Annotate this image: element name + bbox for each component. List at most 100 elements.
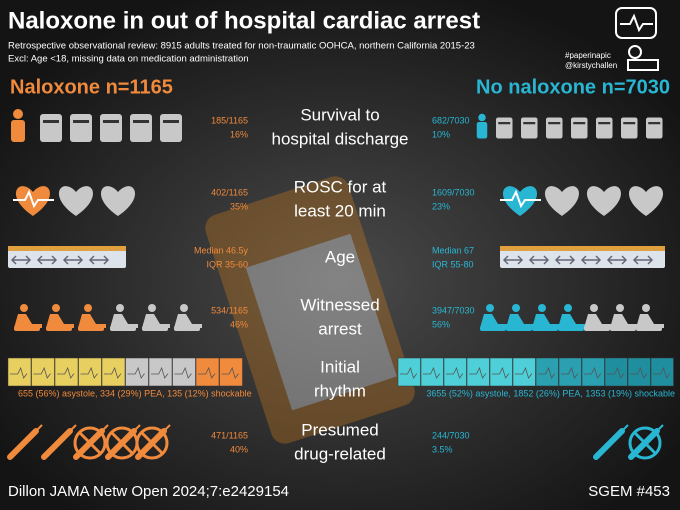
no-naloxone-stat: Median 67 [432, 245, 474, 255]
heart-icon [628, 186, 664, 216]
cpr-icon [506, 314, 534, 328]
naloxone-stat: 534/1165 [211, 305, 248, 315]
bed-icon [546, 117, 563, 139]
arrow-icon [10, 255, 32, 265]
bed-icon [70, 114, 92, 142]
ecg-strip [400, 366, 418, 379]
ecg-icon [13, 189, 54, 209]
bed-icon [621, 117, 638, 139]
syringe-icon [41, 428, 73, 460]
cpr-icon [532, 326, 558, 331]
naloxone-stat: 35% [230, 201, 248, 211]
heart-icon [100, 186, 136, 216]
row-label: drug-related [294, 444, 386, 463]
heart-icon [544, 186, 580, 216]
ecg-strip [630, 366, 648, 379]
cpr-icon [636, 326, 662, 331]
ecg-strip [604, 357, 628, 387]
person-icon [13, 109, 23, 119]
cpr-icon [610, 326, 636, 331]
cpr-icon [116, 304, 124, 312]
exclusions: Excl: Age <18, missing data on medicatio… [8, 54, 249, 65]
cpr-icon [110, 326, 136, 331]
bed-icon [521, 117, 538, 139]
ecg-strip [446, 366, 464, 379]
cpr-icon [558, 314, 586, 328]
bed-icon [573, 122, 586, 125]
ecg-strip [538, 366, 556, 379]
ecg-strip [397, 357, 421, 387]
no-icon [632, 430, 658, 456]
no-naloxone-stat: 3.5% [432, 444, 453, 454]
syringe-icon [101, 424, 109, 432]
row-label: Witnessed [300, 295, 379, 314]
ecg-strip [650, 357, 674, 387]
ecg-strip [653, 366, 671, 379]
bed-icon [43, 120, 59, 123]
bed-icon [571, 117, 588, 139]
arrow-icon [36, 255, 58, 265]
cpr-icon [564, 304, 572, 312]
row-label: Initial [320, 357, 360, 376]
bed-icon [623, 122, 636, 125]
cpr-icon [538, 304, 546, 312]
naloxone-stat: 16% [230, 129, 248, 139]
ecg-strip [420, 357, 444, 387]
row-label: hospital discharge [271, 129, 408, 148]
cpr-icon [84, 304, 92, 312]
title: Naloxone in out of hospital cardiac arre… [8, 7, 480, 34]
cpr-icon [180, 304, 188, 312]
row-label: Survival to [300, 105, 379, 124]
bed-icon [100, 114, 122, 142]
no-naloxone-stat: IQR 55-80 [432, 259, 474, 269]
ecg-strip [198, 366, 216, 379]
ecg-strip [80, 366, 98, 379]
ecg-strip [489, 357, 513, 387]
no-naloxone-stat: 682/7030 [432, 115, 470, 125]
ecg-strip [492, 366, 510, 379]
bed-icon [646, 117, 663, 139]
bottle-photo [205, 176, 415, 444]
ecg-strip [558, 357, 582, 387]
row-label: rhythm [314, 381, 366, 400]
ecg-strip [607, 366, 625, 379]
naloxone-stat: IQR 35-60 [206, 259, 248, 269]
no-icon [109, 430, 135, 456]
heart-icon [586, 186, 622, 216]
bed-icon [523, 122, 536, 125]
ecg-strip [512, 357, 536, 387]
naloxone-stat: 402/1165 [211, 187, 248, 197]
ecg-strip [195, 357, 220, 387]
naloxone-stat: Median 46.5y [194, 245, 249, 255]
cpr-icon [78, 326, 104, 331]
ecg-strip [31, 357, 55, 387]
ecg-strip [172, 357, 196, 387]
ecg-strip [584, 366, 602, 379]
ecg-strip [443, 357, 467, 387]
row-label: Presumed [301, 420, 378, 439]
ecg-strip [466, 357, 490, 387]
arrow-icon [502, 255, 524, 265]
ecg-strip [101, 357, 126, 387]
ecg-strip [221, 366, 239, 379]
syringe-icon [69, 424, 77, 432]
cpr-icon [642, 304, 650, 312]
bed-icon [160, 114, 182, 142]
arrow-icon [88, 255, 110, 265]
arrow-icon [606, 255, 628, 265]
no-naloxone-stat: 3947/7030 [432, 305, 475, 315]
no-naloxone-stat: 1609/7030 [432, 187, 475, 197]
cpr-icon [14, 326, 40, 331]
ecg-strip [78, 357, 102, 387]
bed-icon [596, 117, 613, 139]
handle: #paperinapic [565, 51, 611, 60]
cpr-icon [590, 304, 598, 312]
ecg-strip [57, 366, 75, 379]
cpr-icon [480, 326, 506, 331]
cpr-icon [52, 304, 60, 312]
age-bar [8, 246, 126, 251]
cpr-icon [78, 314, 106, 328]
no-icon [139, 430, 165, 456]
ecg-strip [127, 366, 145, 379]
